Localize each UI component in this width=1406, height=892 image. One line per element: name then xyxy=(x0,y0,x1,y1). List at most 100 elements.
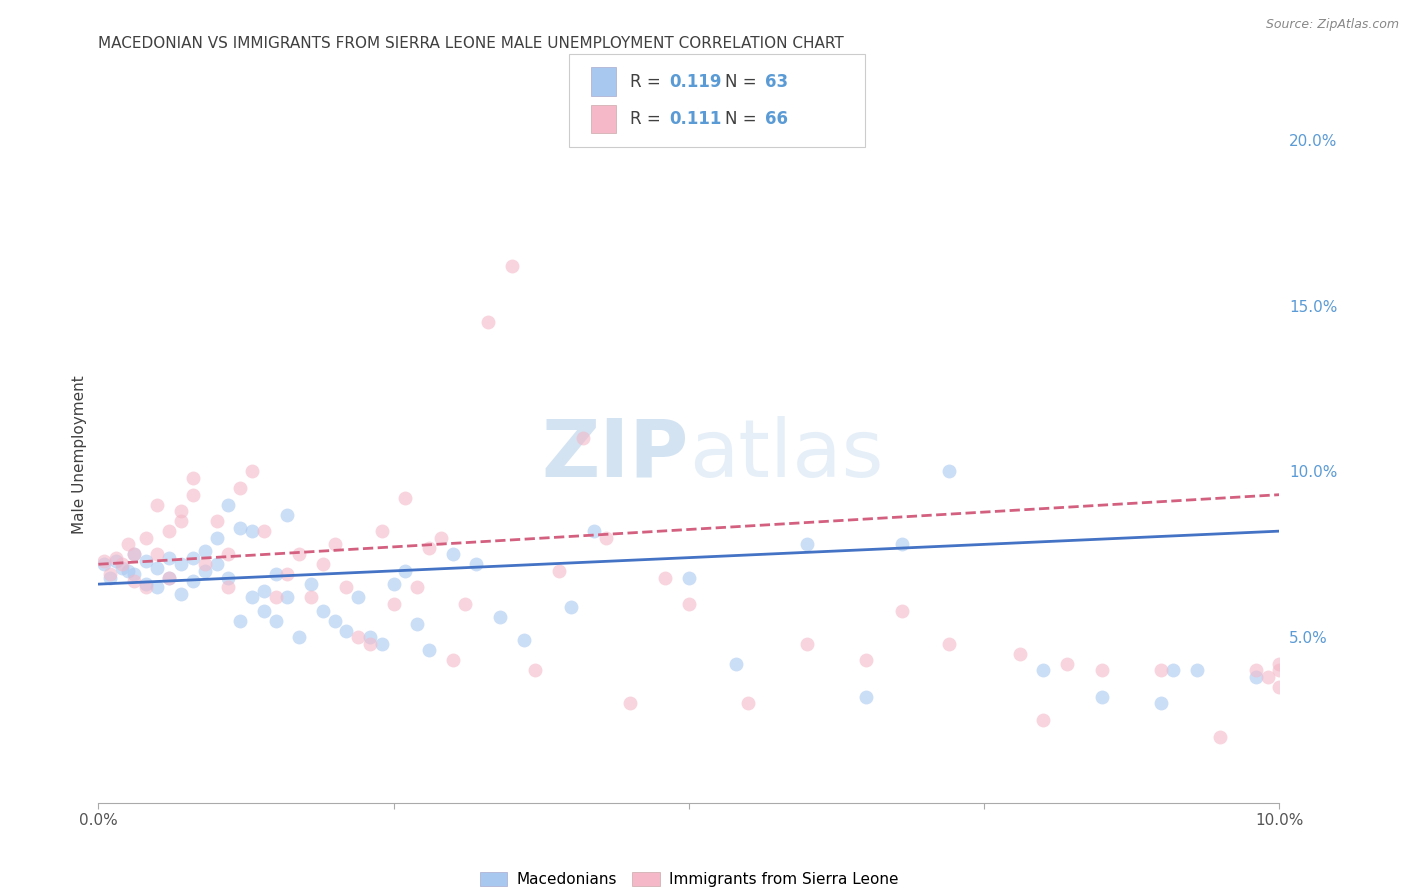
Point xyxy=(855,653,877,667)
Point xyxy=(430,531,453,545)
Point xyxy=(477,315,499,329)
Point xyxy=(170,514,193,528)
Y-axis label: Male Unemployment: Male Unemployment xyxy=(72,376,87,534)
Point xyxy=(170,504,193,518)
Point xyxy=(135,577,157,591)
Point xyxy=(135,531,157,545)
Point xyxy=(1257,670,1279,684)
Point xyxy=(560,600,582,615)
Point xyxy=(1032,713,1054,727)
Point xyxy=(264,591,287,605)
Point xyxy=(181,471,204,485)
Point xyxy=(938,465,960,479)
Point xyxy=(229,614,252,628)
Point xyxy=(441,547,464,561)
Point xyxy=(1150,663,1173,677)
Point xyxy=(122,574,145,588)
Point xyxy=(394,491,416,505)
Point xyxy=(135,554,157,568)
Point xyxy=(217,570,239,584)
Text: Source: ZipAtlas.com: Source: ZipAtlas.com xyxy=(1265,18,1399,31)
Point xyxy=(146,547,169,561)
Text: 0.119: 0.119 xyxy=(669,73,721,91)
Point xyxy=(725,657,748,671)
Text: N =: N = xyxy=(725,110,762,128)
Point xyxy=(406,616,429,631)
Point xyxy=(382,577,405,591)
Point xyxy=(264,614,287,628)
Point xyxy=(855,690,877,704)
Point xyxy=(371,637,394,651)
Point xyxy=(253,524,276,538)
Point xyxy=(512,633,534,648)
Point xyxy=(654,570,676,584)
Point xyxy=(312,558,335,572)
Point xyxy=(276,508,298,522)
Point xyxy=(619,697,641,711)
Point xyxy=(371,524,394,538)
Point xyxy=(524,663,547,677)
Text: ZIP: ZIP xyxy=(541,416,689,494)
Point xyxy=(1056,657,1078,671)
Point xyxy=(1268,680,1291,694)
Point xyxy=(217,547,239,561)
Point xyxy=(418,541,440,555)
Point xyxy=(93,558,115,572)
Point xyxy=(938,637,960,651)
Point xyxy=(205,531,228,545)
Text: R =: R = xyxy=(630,110,666,128)
Point xyxy=(181,550,204,565)
Point xyxy=(323,537,346,551)
Point xyxy=(796,637,818,651)
Point xyxy=(122,567,145,582)
Text: 66: 66 xyxy=(765,110,787,128)
Point xyxy=(122,547,145,561)
Point xyxy=(335,581,357,595)
Point xyxy=(98,570,121,584)
Point xyxy=(1091,690,1114,704)
Point xyxy=(253,604,276,618)
Point xyxy=(323,614,346,628)
Point xyxy=(595,531,617,545)
Point xyxy=(229,481,252,495)
Point xyxy=(253,583,276,598)
Point xyxy=(181,488,204,502)
Point xyxy=(1244,670,1267,684)
Point xyxy=(1161,663,1184,677)
Point xyxy=(583,524,606,538)
Point xyxy=(1008,647,1031,661)
Point xyxy=(98,567,121,582)
Point xyxy=(359,630,381,644)
Point xyxy=(217,581,239,595)
Point xyxy=(170,587,193,601)
Text: N =: N = xyxy=(725,73,762,91)
Point xyxy=(170,558,193,572)
Point xyxy=(194,558,217,572)
Point xyxy=(111,560,134,574)
Point xyxy=(571,431,593,445)
Point xyxy=(406,581,429,595)
Point xyxy=(194,564,217,578)
Point xyxy=(276,567,298,582)
Point xyxy=(394,564,416,578)
Point xyxy=(111,558,134,572)
Point xyxy=(205,514,228,528)
Point xyxy=(105,550,128,565)
Point xyxy=(1268,663,1291,677)
Point xyxy=(1209,730,1232,744)
Point xyxy=(240,591,263,605)
Point xyxy=(157,524,180,538)
Legend: Macedonians, Immigrants from Sierra Leone: Macedonians, Immigrants from Sierra Leon… xyxy=(474,866,904,892)
Point xyxy=(288,547,311,561)
Point xyxy=(117,564,139,578)
Point xyxy=(240,524,263,538)
Point xyxy=(347,591,370,605)
Point xyxy=(548,564,571,578)
Point xyxy=(229,521,252,535)
Point xyxy=(1032,663,1054,677)
Point xyxy=(117,537,139,551)
Point xyxy=(299,591,322,605)
Point xyxy=(359,637,381,651)
Point xyxy=(312,604,335,618)
Point xyxy=(441,653,464,667)
